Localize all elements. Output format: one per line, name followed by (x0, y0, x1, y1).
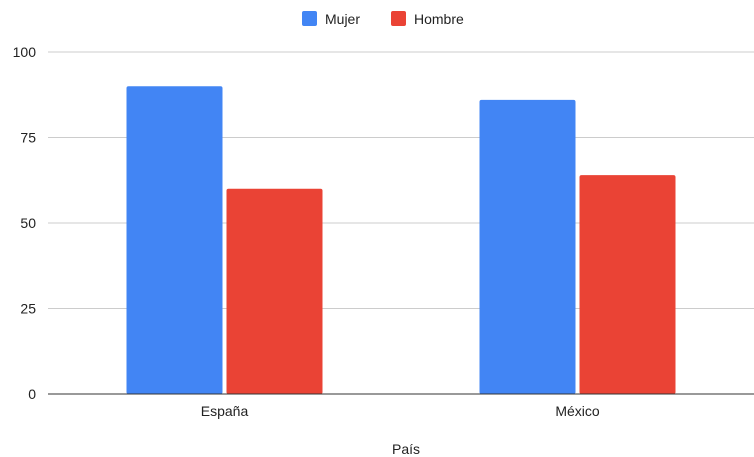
legend: Mujer Hombre (302, 11, 464, 27)
y-tick-label-50: 50 (20, 215, 36, 231)
y-tick-label-25: 25 (20, 301, 36, 317)
legend-swatch-hombre (391, 11, 406, 26)
legend-label-mujer: Mujer (325, 11, 360, 27)
x-axis-tick-labels: España México (201, 403, 600, 419)
y-tick-label-75: 75 (20, 130, 36, 146)
y-tick-label-100: 100 (13, 44, 37, 60)
x-tick-label-espana: España (201, 403, 249, 419)
legend-label-hombre: Hombre (414, 11, 464, 27)
y-tick-label-0: 0 (28, 386, 36, 402)
bar-mujer-espana (126, 86, 223, 394)
legend-swatch-mujer (302, 11, 317, 26)
x-tick-label-mexico: México (555, 403, 600, 419)
bar-mujer-mexico (479, 99, 576, 394)
bars (126, 86, 676, 394)
bar-hombre-mexico (579, 175, 676, 394)
x-axis-title: País (392, 441, 420, 457)
bar-hombre-espana (226, 188, 323, 394)
y-axis-tick-labels: 0 25 50 75 100 (13, 44, 37, 402)
